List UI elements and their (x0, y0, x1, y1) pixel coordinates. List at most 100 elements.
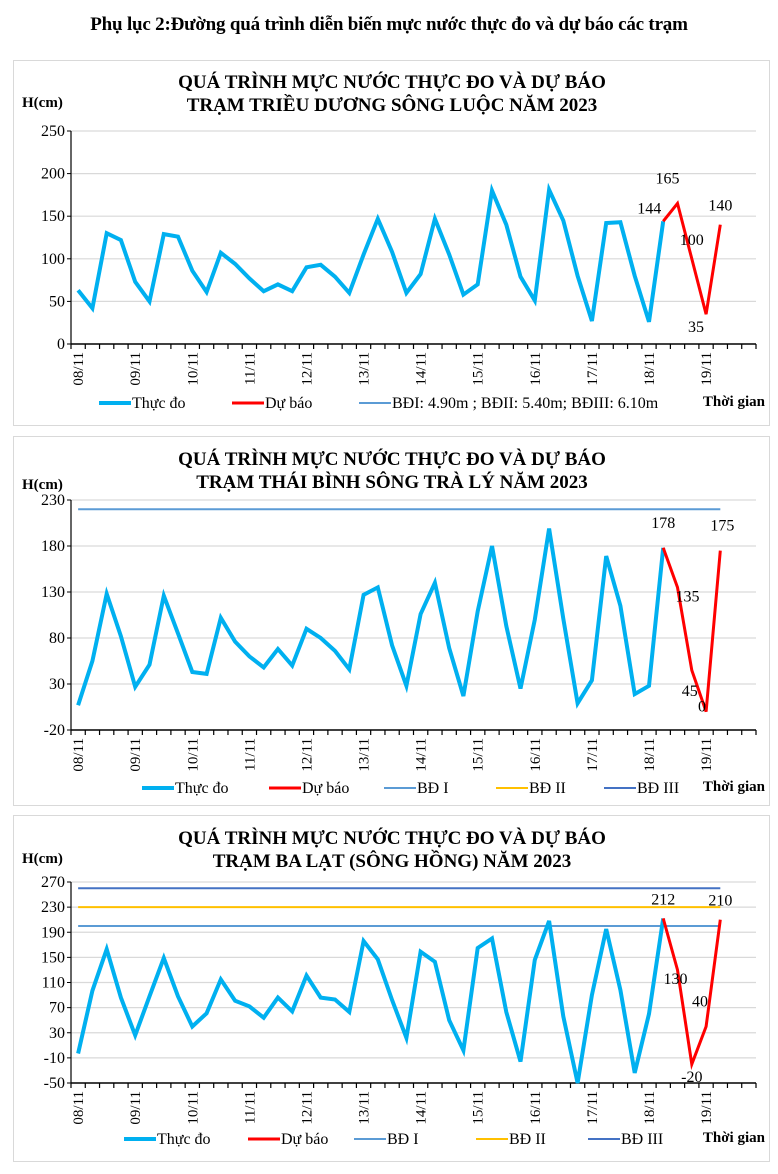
x-tick-label: 19/11 (699, 738, 715, 772)
x-tick-label: 19/11 (699, 1091, 715, 1125)
series-line-observed (76, 528, 666, 709)
x-tick-label: 10/11 (185, 738, 201, 772)
x-tick-label: 10/11 (185, 352, 201, 386)
x-tick-label: 17/11 (585, 1091, 601, 1125)
y-tick-label: 70 (49, 1000, 65, 1017)
x-tick-label: 15/11 (471, 1091, 487, 1125)
x-tick-label: 11/11 (242, 738, 258, 771)
x-tick-label: 13/11 (357, 1091, 373, 1125)
y-tick-label: -50 (44, 1075, 65, 1092)
chart-svg: QUÁ TRÌNH MỰC NƯỚC THỰC ĐO VÀ DỰ BÁOTRẠM… (22, 71, 766, 412)
series-line-observed (76, 918, 666, 1084)
y-axis-label: H(cm) (22, 851, 63, 867)
data-label: 210 (708, 893, 732, 910)
data-label: 178 (651, 515, 675, 532)
x-tick-label: 08/11 (71, 738, 87, 772)
y-tick-label: 100 (41, 251, 65, 268)
y-tick-label: 270 (41, 874, 65, 891)
data-label: 165 (656, 170, 680, 187)
x-tick-label: 15/11 (471, 352, 487, 386)
y-tick-label: 250 (41, 123, 65, 140)
x-tick-label: 14/11 (414, 738, 430, 772)
chart-title-line: QUÁ TRÌNH MỰC NƯỚC THỰC ĐO VÀ DỰ BÁO (178, 827, 606, 849)
chart-svg: QUÁ TRÌNH MỰC NƯỚC THỰC ĐO VÀ DỰ BÁOTRẠM… (22, 448, 766, 797)
data-label: 140 (708, 198, 732, 215)
x-tick-label: 16/11 (528, 738, 544, 772)
x-axis-title: Thời gian (703, 779, 766, 795)
y-tick-label: 50 (49, 293, 65, 310)
y-tick-label: 110 (42, 975, 65, 992)
y-tick-label: 80 (49, 630, 65, 647)
chart-trieu-duong: QUÁ TRÌNH MỰC NƯỚC THỰC ĐO VÀ DỰ BÁO TRẠM… (13, 60, 770, 426)
legend-label: Thực đo (175, 780, 229, 797)
x-tick-label: 15/11 (471, 738, 487, 772)
x-tick-label: 09/11 (128, 1091, 144, 1125)
chart-thai-binh: QUÁ TRÌNH MỰC NƯỚC THỰC ĐO VÀ DỰ BÁO TRẠM… (13, 436, 770, 806)
legend-label: Dự báo (302, 780, 349, 797)
x-tick-label: 11/11 (242, 352, 258, 385)
legend-label: Thực đo (132, 395, 186, 412)
legend-label: BĐ I (387, 1131, 419, 1148)
data-label: 212 (651, 891, 675, 908)
data-label: 144 (637, 200, 661, 217)
x-tick-label: 12/11 (299, 352, 315, 386)
legend-label: BĐ III (637, 780, 679, 797)
y-tick-label: -20 (44, 722, 65, 739)
y-axis-label: H(cm) (22, 95, 63, 111)
y-tick-label: 150 (41, 949, 65, 966)
chart-title-line: QUÁ TRÌNH MỰC NƯỚC THỰC ĐO VÀ DỰ BÁO (178, 448, 606, 470)
legend-label: BĐ II (529, 780, 566, 797)
series-line-forecast (661, 917, 722, 1071)
page-title: Phụ lục 2:Đường quá trình diễn biến mực … (90, 14, 688, 35)
x-tick-label: 08/11 (71, 1091, 87, 1125)
y-tick-label: -10 (44, 1050, 65, 1067)
data-label: 0 (698, 699, 706, 716)
x-tick-label: 12/11 (299, 1091, 315, 1125)
chart-title-line: TRẠM TRIỀU DƯƠNG SÔNG LUỘC NĂM 2023 (187, 94, 598, 116)
series-line-observed (76, 182, 666, 323)
data-label: 135 (676, 588, 700, 605)
data-label: 130 (664, 971, 688, 988)
data-label: -20 (681, 1069, 702, 1086)
x-tick-label: 19/11 (699, 352, 715, 386)
chart-title-line: TRẠM BA LẠT (SÔNG HỒNG) NĂM 2023 (213, 850, 572, 872)
x-tick-label: 13/11 (357, 738, 373, 772)
x-tick-label: 14/11 (414, 1091, 430, 1125)
data-label: 45 (682, 683, 698, 700)
chart-title-line: QUÁ TRÌNH MỰC NƯỚC THỰC ĐO VÀ DỰ BÁO (178, 71, 606, 93)
chart-svg: QUÁ TRÌNH MỰC NƯỚC THỰC ĐO VÀ DỰ BÁOTRẠM… (22, 827, 766, 1148)
y-tick-label: 150 (41, 208, 65, 225)
legend-label: BĐ I (417, 780, 449, 797)
legend-label: Dự báo (265, 395, 312, 412)
legend-label: Thực đo (157, 1131, 211, 1148)
x-tick-label: 09/11 (128, 352, 144, 386)
x-tick-label: 18/11 (642, 352, 658, 386)
x-tick-label: 11/11 (242, 1091, 258, 1124)
y-tick-label: 200 (41, 166, 65, 183)
data-label: 35 (688, 319, 704, 336)
y-tick-label: 180 (41, 538, 65, 555)
y-tick-label: 230 (41, 899, 65, 916)
x-tick-label: 10/11 (185, 1091, 201, 1125)
x-tick-label: 18/11 (642, 738, 658, 772)
y-tick-label: 0 (57, 336, 65, 353)
legend-label: BĐI: 4.90m ; BĐII: 5.40m; BĐIII: 6.10m (392, 395, 659, 412)
chart-title-line: TRẠM THÁI BÌNH SÔNG TRÀ LÝ NĂM 2023 (196, 471, 587, 493)
x-tick-label: 09/11 (128, 738, 144, 772)
y-tick-label: 230 (41, 492, 65, 509)
data-label: 40 (692, 993, 708, 1010)
y-tick-label: 30 (49, 676, 65, 693)
data-label: 100 (680, 232, 704, 249)
x-axis-title: Thời gian (703, 394, 766, 410)
x-tick-label: 13/11 (357, 352, 373, 386)
x-tick-label: 08/11 (71, 352, 87, 386)
y-tick-label: 190 (41, 924, 65, 941)
x-tick-label: 12/11 (299, 738, 315, 772)
y-axis-label: H(cm) (22, 477, 63, 493)
x-tick-label: 17/11 (585, 352, 601, 386)
x-tick-label: 14/11 (414, 352, 430, 386)
legend-label: Dự báo (281, 1131, 328, 1148)
y-tick-label: 30 (49, 1025, 65, 1042)
legend-label: BĐ III (621, 1131, 663, 1148)
y-tick-label: 130 (41, 584, 65, 601)
